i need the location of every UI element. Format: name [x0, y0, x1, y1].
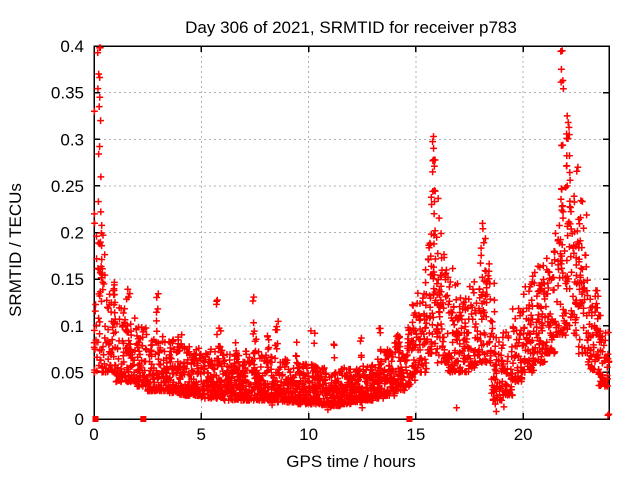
x-tick-label-15: 15: [406, 425, 425, 444]
grid-lines: [94, 46, 609, 419]
data-points-layer: [90, 44, 613, 422]
y-tick-label-0.1: 0.1: [60, 317, 84, 336]
y-tick-label-0: 0: [75, 410, 84, 429]
scatter-points-path: [90, 44, 613, 419]
x-tick-label-0: 0: [89, 425, 98, 444]
zero-marker-square: [406, 416, 413, 422]
y-tick-label-0.2: 0.2: [60, 224, 84, 243]
y-tick-label-0.4: 0.4: [60, 37, 84, 56]
y-tick-label-0.35: 0.35: [51, 84, 84, 103]
x-axis-label: GPS time / hours: [286, 452, 415, 471]
chart-title: Day 306 of 2021, SRMTID for receiver p78…: [185, 18, 517, 37]
text-layer: Day 306 of 2021, SRMTID for receiver p78…: [6, 18, 533, 471]
y-tick-labels: 0 0.05 0.1 0.15 0.2 0.25 0.3 0.35 0.4: [51, 37, 84, 429]
x-tick-labels: 0 5 10 15 20: [89, 425, 532, 444]
y-tick-label-0.25: 0.25: [51, 177, 84, 196]
x-tick-label-10: 10: [299, 425, 318, 444]
x-tick-label-20: 20: [514, 425, 533, 444]
plot-border-and-ticks: [93, 45, 610, 420]
x-tick-label-5: 5: [197, 425, 206, 444]
y-tick-label-0.05: 0.05: [51, 363, 84, 382]
y-tick-label-0.15: 0.15: [51, 270, 84, 289]
y-tick-label-0.3: 0.3: [60, 130, 84, 149]
zero-marker-square: [140, 416, 147, 422]
y-axis-label: SRMTID / TECUs: [6, 183, 25, 317]
zero-marker-square: [92, 416, 99, 422]
